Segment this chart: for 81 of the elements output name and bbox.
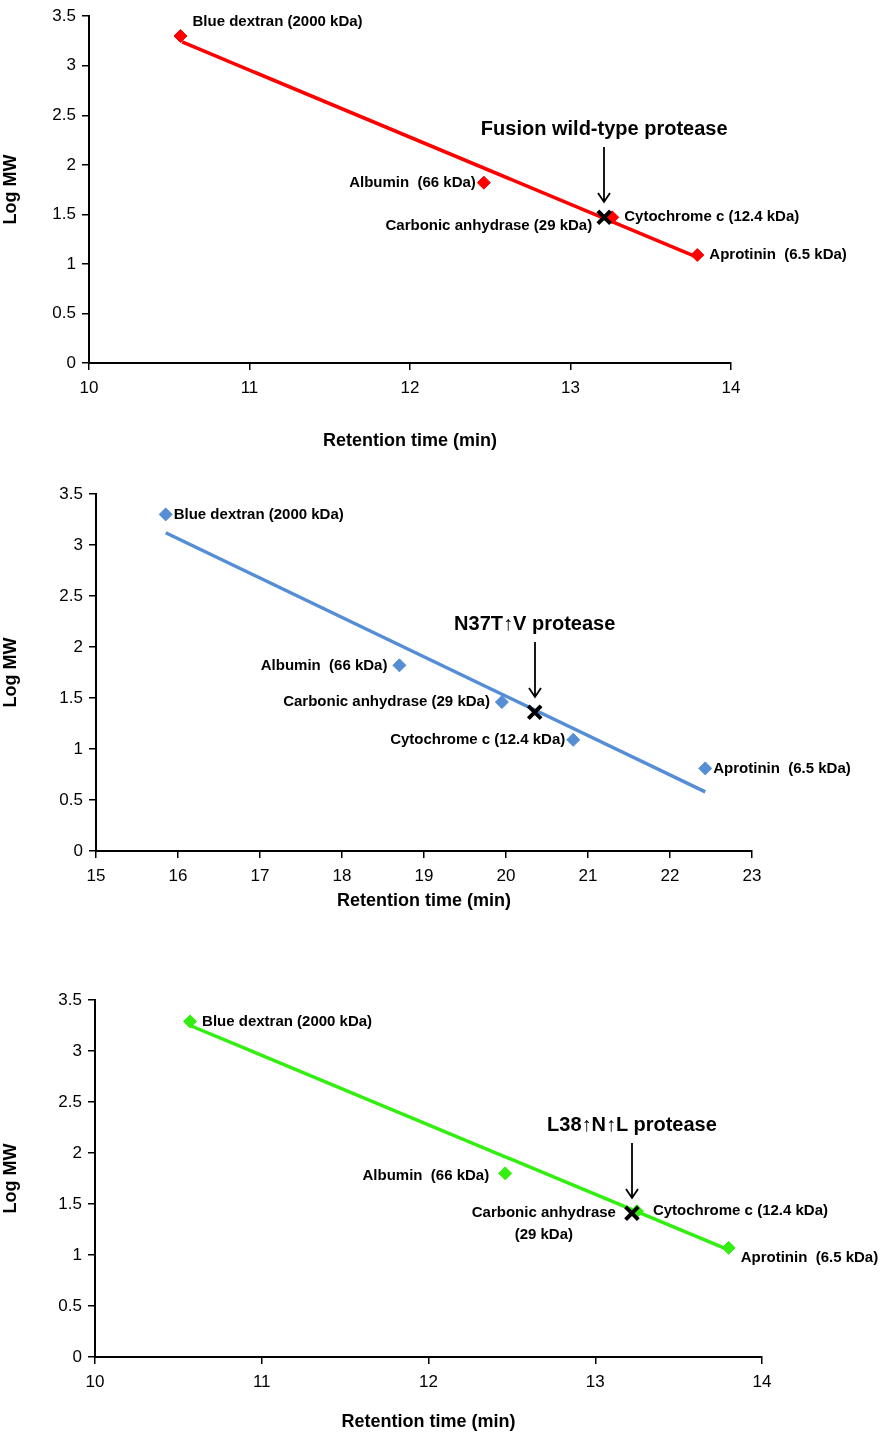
annotation: Blue dextran (2000 kDa): [173, 504, 344, 522]
y-tick-label: 1.5: [52, 204, 76, 224]
x-tick-label: 22: [660, 865, 680, 885]
point: [595, 208, 613, 226]
x-tick-label: 21: [578, 865, 598, 885]
y-axis-title: Log MW: [0, 154, 20, 225]
point: [623, 1204, 641, 1222]
x-tick-label: 10: [85, 1371, 105, 1391]
x-tick-label: 16: [168, 865, 188, 885]
annotation: Blue dextran (2000 kDa): [202, 1011, 373, 1029]
x-tick-label: 10: [79, 377, 99, 397]
y-tick-label: 2: [72, 1142, 82, 1162]
point: [494, 695, 509, 710]
x-tick-label: 12: [419, 1371, 438, 1391]
annotation: L38↑N↑L protease: [547, 1112, 717, 1135]
y-tick-label: 3: [72, 1040, 82, 1060]
point: [173, 29, 188, 44]
x-tick-label: 23: [742, 865, 762, 885]
y-tick-label: 0.5: [59, 789, 83, 809]
y-tick-label: 2: [73, 636, 83, 656]
point: [698, 761, 713, 776]
x-tick-label: 14: [721, 377, 741, 397]
x-axis-title: Retention time (min): [323, 430, 497, 451]
annotation: Aprotinin (6.5 kDa): [709, 245, 847, 263]
x-axis-title: Retention time (min): [337, 890, 511, 911]
y-tick-label: 0: [66, 352, 76, 372]
x-tick-label: 19: [414, 865, 434, 885]
x-axis-title: Retention time (min): [341, 1411, 516, 1432]
y-axis-title: Log MW: [0, 1143, 20, 1214]
y-tick-label: 1: [72, 1244, 82, 1264]
x-tick-label: 15: [86, 865, 106, 885]
y-tick-label: 0.5: [52, 303, 76, 323]
y-tick-label: 1.5: [58, 1193, 82, 1213]
annotation: N37T↑V protease: [454, 611, 616, 634]
x-tick-label: 11: [240, 377, 259, 397]
y-tick-label: 1.5: [59, 687, 83, 707]
annotation: Fusion wild-type protease: [480, 116, 728, 139]
annotation: Cytochrome c (12.4 kDa): [390, 729, 566, 747]
y-tick-label: 2.5: [52, 104, 76, 124]
y-tick-label: 3.5: [58, 989, 82, 1009]
point: [183, 1014, 198, 1029]
x-tick-label: 12: [400, 377, 420, 397]
annotation: Albumin (66 kDa): [362, 1165, 490, 1183]
y-tick-label: 2: [66, 154, 76, 174]
x-tick-label: 17: [250, 865, 270, 885]
annotation: Albumin (66 kDa): [349, 172, 476, 190]
y-tick-label: 3.5: [59, 483, 83, 503]
annotation: Blue dextran (2000 kDa): [192, 12, 363, 30]
point: [392, 658, 407, 673]
y-tick-label: 2.5: [58, 1091, 82, 1111]
annotation: Aprotinin (6.5 kDa): [740, 1248, 879, 1265]
y-tick-label: 3: [73, 534, 83, 554]
y-tick-label: 2.5: [59, 585, 83, 605]
y-tick-label: 1: [66, 253, 76, 273]
y-tick-label: 3.5: [52, 5, 76, 25]
point: [476, 175, 491, 190]
x-tick-label: 18: [332, 865, 352, 885]
x-tick-label: 13: [585, 1371, 605, 1391]
point: [526, 703, 544, 721]
annotation: Carbonic anhydrase (29 kDa): [283, 692, 490, 710]
x-tick-label: 11: [252, 1371, 271, 1391]
y-tick-label: 0: [72, 1346, 82, 1366]
x-tick-label: 13: [561, 377, 580, 397]
point: [721, 1240, 736, 1255]
annotation: Carbonic anhydrase (29 kDa): [471, 1203, 616, 1243]
annotation: Cytochrome c (12.4 kDa): [624, 207, 800, 225]
y-tick-label: 0: [73, 840, 83, 860]
y-axis-title: Log MW: [0, 637, 20, 708]
point: [690, 248, 705, 262]
x-tick-label: 14: [752, 1371, 772, 1391]
y-tick-label: 1: [73, 738, 83, 758]
point: [566, 732, 581, 747]
annotation: Albumin (66 kDa): [260, 655, 388, 673]
x-tick-label: 20: [496, 865, 516, 885]
annotation: Carbonic anhydrase (29 kDa): [385, 216, 593, 234]
point: [158, 507, 173, 522]
y-tick-label: 0.5: [58, 1295, 82, 1315]
y-tick-label: 3: [66, 55, 76, 75]
annotation: Cytochrome c (12.4 kDa): [652, 1201, 829, 1219]
point: [498, 1166, 513, 1181]
annotation: Aprotinin (6.5 kDa): [713, 758, 851, 776]
